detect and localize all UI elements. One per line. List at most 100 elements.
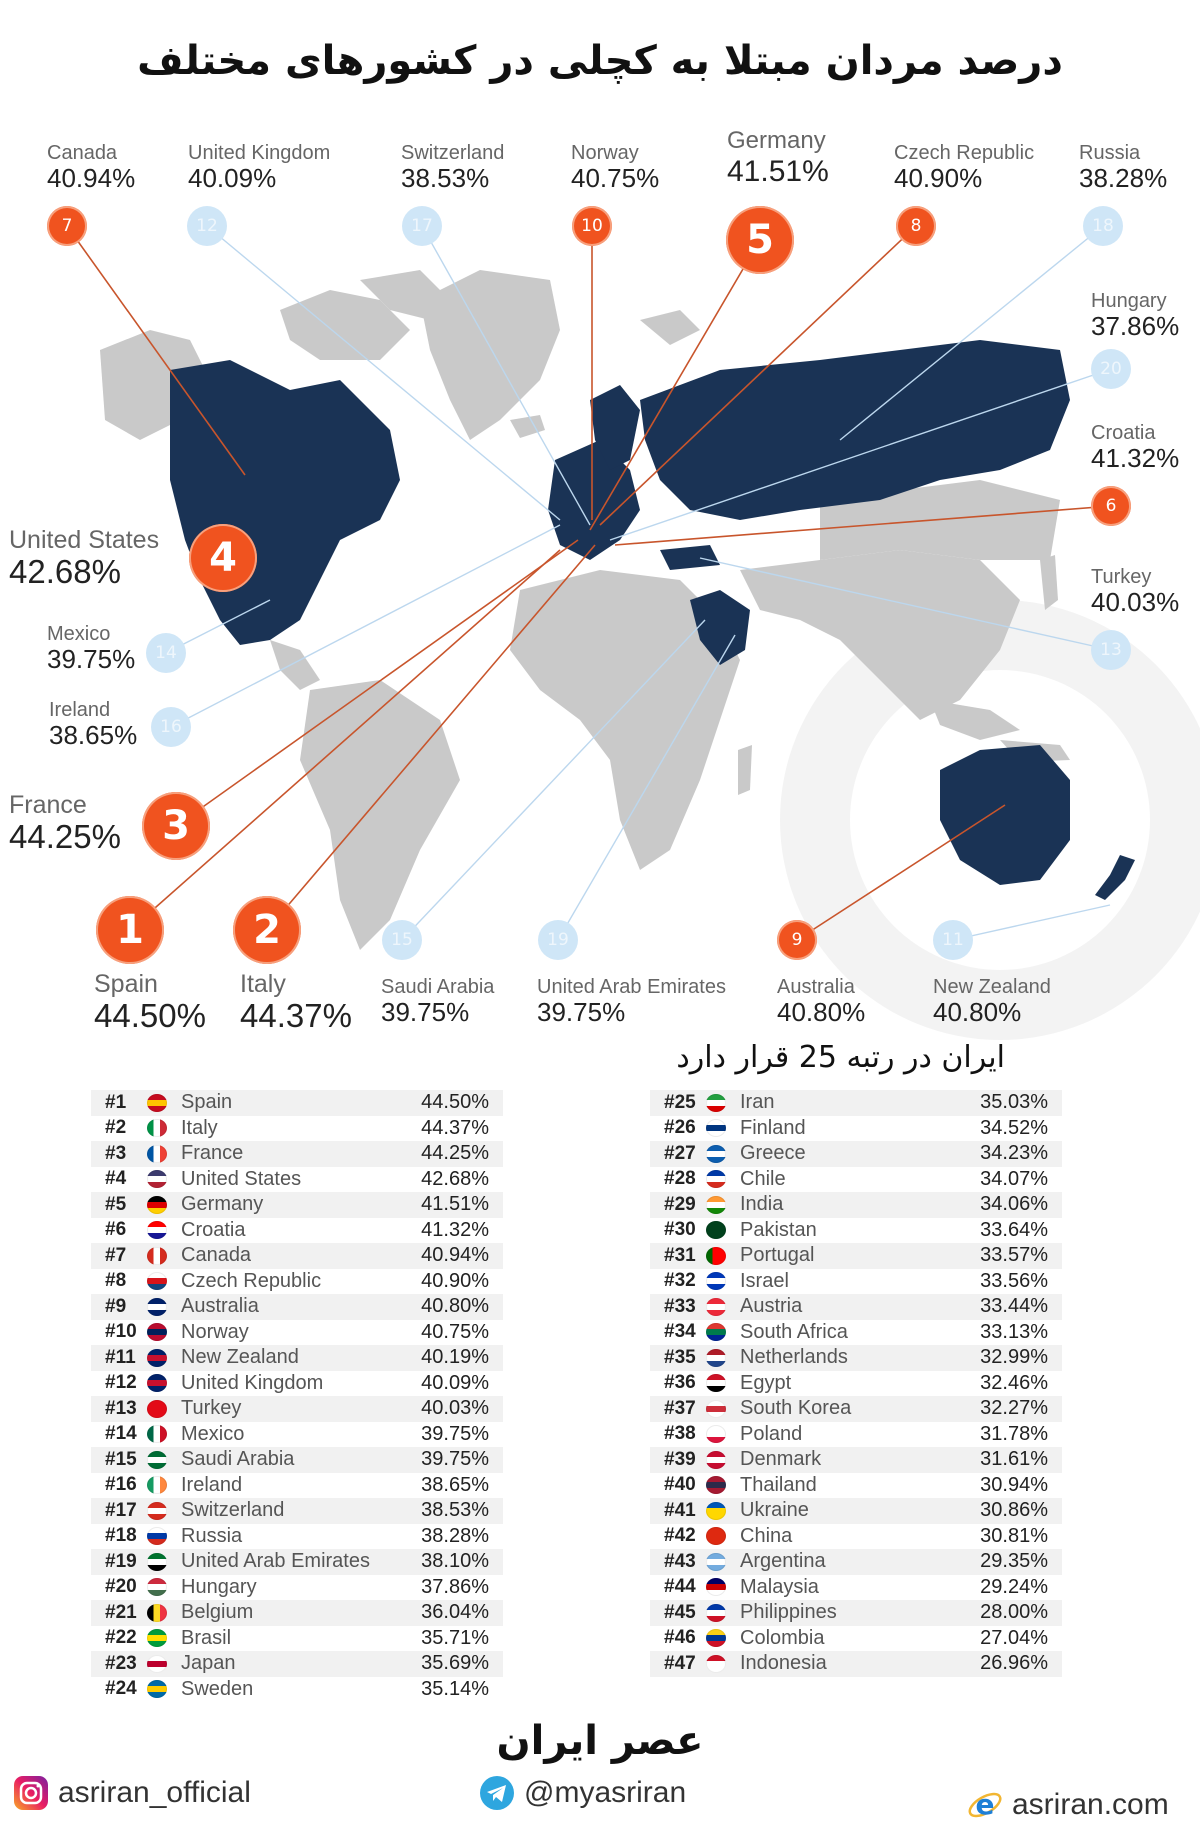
flag-icon [706,1425,726,1444]
country-name: Colombia [740,1626,825,1649]
rank-number: #36 [664,1372,696,1394]
percentage-value: 40.03% [421,1397,489,1420]
map-label-uae: United Arab Emirates 39.75% [537,976,726,1028]
rank-pin-russia: 18 [1083,206,1123,246]
country-name: Italy [181,1116,218,1139]
table-row: #15 Saudi Arabia 39.75% [91,1447,503,1473]
table-row: #12 United Kingdom 40.09% [91,1371,503,1397]
rank-pin-canada: 7 [47,206,87,246]
flag-icon [147,1450,167,1469]
rank-number: #5 [105,1193,127,1215]
flag-icon [706,1170,726,1189]
table-row: #35 Netherlands 32.99% [650,1345,1062,1371]
map-label-turkey: Turkey 40.03% [1091,566,1180,618]
percentage-value: 32.99% [980,1346,1048,1369]
table-row: #36 Egypt 32.46% [650,1371,1062,1397]
map-label-ireland: Ireland 38.65% [49,699,138,751]
flag-icon [706,1119,726,1138]
instagram-icon [14,1776,48,1810]
flag-icon [147,1093,167,1112]
rank-pin-mexico: 14 [146,633,186,673]
table-row: #8 Czech Republic 40.90% [91,1269,503,1295]
table-row: #5 Germany 41.51% [91,1192,503,1218]
percentage-value: 35.69% [421,1652,489,1675]
rank-number: #37 [664,1397,696,1419]
rank-number: #21 [105,1601,137,1623]
telegram-link[interactable]: @myasriran [478,1774,686,1812]
rank-number: #31 [664,1244,696,1266]
percentage-value: 33.57% [980,1244,1048,1267]
percentage-value: 34.07% [980,1167,1048,1190]
flag-icon [706,1297,726,1316]
map-label-united-kingdom: United Kingdom 40.09% [188,142,331,194]
percentage-value: 32.46% [980,1371,1048,1394]
percentage-value: 36.04% [421,1601,489,1624]
country-name: Ireland [181,1473,243,1496]
country-name: Iran [740,1091,775,1114]
flag-icon [706,1374,726,1393]
map-label-hungary: Hungary 37.86% [1091,290,1180,342]
flag-icon [706,1272,726,1291]
country-name: Croatia [181,1218,246,1241]
flag-icon [706,1195,726,1214]
rank-number: #46 [664,1627,696,1649]
percentage-value: 44.25% [421,1142,489,1165]
table-row: #39 Denmark 31.61% [650,1447,1062,1473]
percentage-value: 44.37% [421,1116,489,1139]
flag-icon [706,1603,726,1622]
website-link[interactable]: e asriran.com [966,1786,1169,1824]
table-row: #32 Israel 33.56% [650,1269,1062,1295]
percentage-value: 38.28% [421,1524,489,1547]
rank-pin-saudi-arabia: 15 [382,920,422,960]
percentage-value: 33.56% [980,1269,1048,1292]
low-rank-connectors [165,225,1112,941]
percentage-value: 39.75% [421,1448,489,1471]
rank-pin-turkey: 13 [1091,630,1131,670]
table-row: #37 South Korea 32.27% [650,1396,1062,1422]
flag-icon [706,1093,726,1112]
table-row: #4 United States 42.68% [91,1167,503,1193]
rank-number: #47 [664,1652,696,1674]
flag-icon [147,1272,167,1291]
flag-icon [706,1348,726,1367]
table-row: #25 Iran 35.03% [650,1090,1062,1116]
rank-pin-italy: 2 [233,896,301,964]
rank-number: #6 [105,1219,127,1241]
rank-pin-czech-republic: 8 [896,206,936,246]
country-name: Poland [740,1422,803,1445]
table-row: #13 Turkey 40.03% [91,1396,503,1422]
table-row: #30 Pakistan 33.64% [650,1218,1062,1244]
country-name: Greece [740,1142,806,1165]
country-name: Spain [181,1091,233,1114]
table-row: #9 Australia 40.80% [91,1294,503,1320]
rank-pin-spain: 1 [96,896,164,964]
rank-number: #42 [664,1525,696,1547]
percentage-value: 29.35% [980,1550,1048,1573]
page-title: درصد مردان مبتلا به کچلی در کشورهای مختل… [137,38,1063,84]
percentage-value: 31.78% [980,1422,1048,1445]
rank-number: #33 [664,1295,696,1317]
percentage-value: 32.27% [980,1397,1048,1420]
flag-icon [147,1297,167,1316]
rank-number: #26 [664,1117,696,1139]
rank-number: #17 [105,1499,137,1521]
percentage-value: 37.86% [421,1575,489,1598]
country-name: Israel [740,1269,789,1292]
flag-icon [147,1680,167,1699]
flag-icon [147,1552,167,1571]
rank-number: #15 [105,1448,137,1470]
other-land [100,270,1070,950]
rank-number: #18 [105,1525,137,1547]
map-label-czech-republic: Czech Republic 40.90% [894,142,1035,194]
map-label-norway: Norway 40.75% [571,142,660,194]
rank-number: #16 [105,1474,137,1496]
instagram-link[interactable]: asriran_official [12,1774,251,1812]
flag-icon [147,1195,167,1214]
flag-icon [706,1323,726,1342]
country-name: Argentina [740,1550,826,1573]
flag-icon [147,1221,167,1240]
map-label-australia: Australia 40.80% [777,976,866,1028]
percentage-value: 39.75% [421,1422,489,1445]
rank-number: #23 [105,1652,137,1674]
percentage-value: 40.90% [421,1269,489,1292]
